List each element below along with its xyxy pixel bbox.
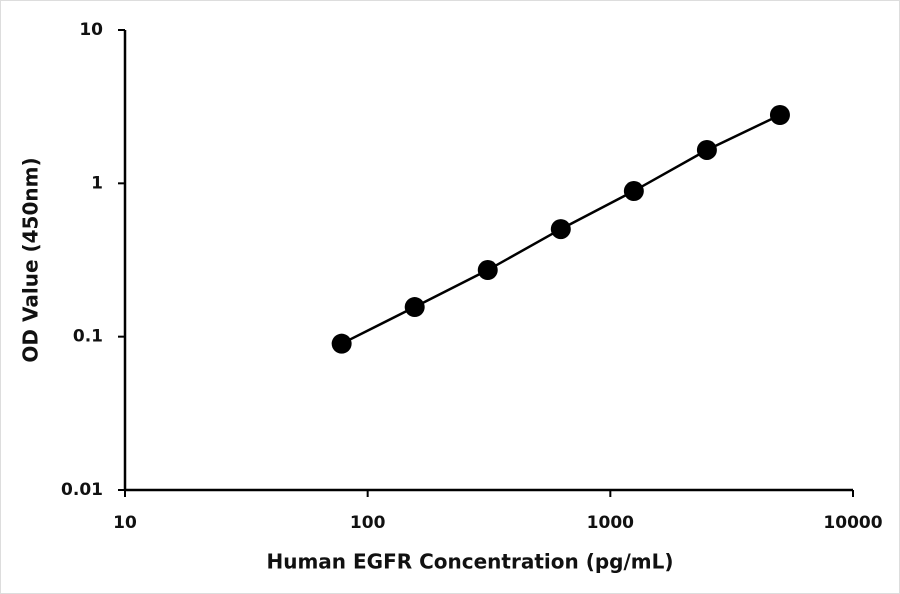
marker [477,260,498,281]
y-tick-label: 10 [79,20,103,40]
marker [769,105,790,126]
x-tick-label: 10000 [823,513,882,533]
x-tick-label: 1000 [587,513,634,533]
marker [331,333,352,354]
x-tick-label: 10 [113,513,137,533]
x-axis-label: Human EGFR Concentration (pg/mL) [266,550,673,574]
marker [623,181,644,202]
marker [404,297,425,318]
y-tick-label: 1 [91,173,103,193]
x-tick-label: 100 [350,513,386,533]
y-tick-label: 0.01 [61,480,103,500]
marker [550,219,571,240]
y-axis-label: OD Value (450nm) [19,157,43,362]
marker [696,139,717,160]
y-tick-label: 0.1 [73,327,103,347]
